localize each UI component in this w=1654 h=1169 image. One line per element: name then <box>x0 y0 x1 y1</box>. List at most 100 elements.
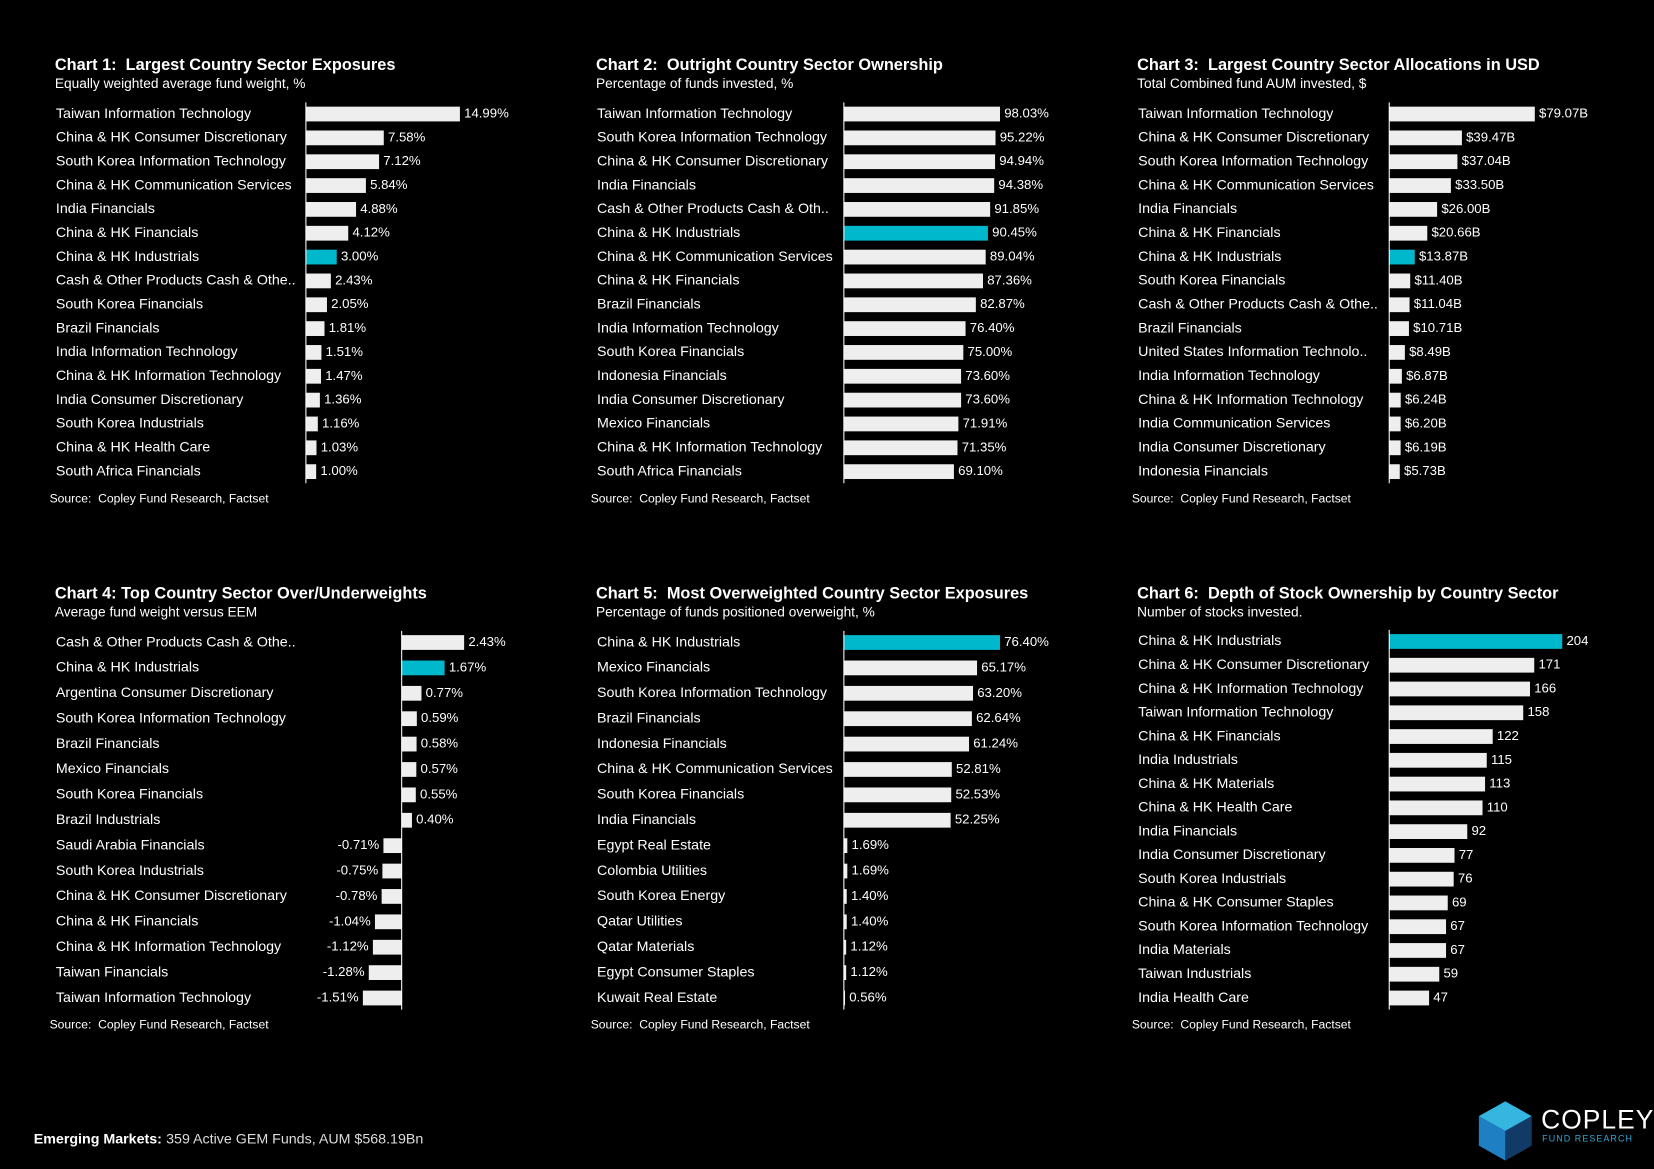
value-label: 0.59% <box>421 710 459 725</box>
chart-subtitle: Percentage of funds invested, % <box>596 76 793 91</box>
category-label: China & HK Consumer Discretionary <box>1138 130 1370 146</box>
value-label: $8.49B <box>1409 344 1451 359</box>
category-label: Brazil Financials <box>597 710 701 726</box>
value-label: 171 <box>1538 657 1560 672</box>
category-label: India Consumer Discretionary <box>1138 440 1326 456</box>
value-label: 89.04% <box>990 249 1035 264</box>
category-label: Indonesia Financials <box>597 736 727 752</box>
bar <box>1389 895 1448 911</box>
bar <box>362 990 402 1006</box>
chart-panel: Chart 1: Largest Country Sector Exposure… <box>50 56 510 505</box>
bar <box>372 939 402 955</box>
category-label: Taiwan Information Technology <box>56 990 252 1006</box>
category-label: China & HK Consumer Discretionary <box>56 888 288 904</box>
category-label: China & HK Industrials <box>1138 249 1281 265</box>
value-label: 1.12% <box>850 964 888 979</box>
bar <box>1389 705 1524 721</box>
bar <box>1389 634 1563 649</box>
category-label: India Financials <box>597 177 696 193</box>
chart-source: Source: Copley Fund Research, Factset <box>591 1018 811 1032</box>
value-label: $13.87B <box>1419 249 1468 264</box>
value-label: 52.25% <box>955 812 1000 827</box>
chart-title: Chart 6: Depth of Stock Ownership by Cou… <box>1137 584 1559 602</box>
value-label: 0.57% <box>421 761 459 776</box>
chart-title: Chart 1: Largest Country Sector Exposure… <box>55 56 396 74</box>
bar <box>1389 752 1487 768</box>
category-label: South Korea Financials <box>597 344 744 360</box>
bar <box>401 660 445 676</box>
bar <box>843 736 970 752</box>
value-label: $11.40B <box>1414 272 1462 287</box>
footer-label: Emerging Markets: <box>34 1131 162 1147</box>
bar <box>843 345 964 360</box>
bar <box>1389 225 1428 241</box>
chart-title: Chart 3: Largest Country Sector Allocati… <box>1137 56 1540 74</box>
category-label: South Korea Financials <box>56 787 203 803</box>
category-label: Mexico Financials <box>597 416 710 432</box>
bar <box>843 914 847 930</box>
bar <box>843 787 952 803</box>
value-label: 1.40% <box>851 888 889 903</box>
value-label: $33.50B <box>1455 177 1504 192</box>
bar <box>843 863 848 879</box>
category-label: China & HK Consumer Staples <box>1138 895 1333 911</box>
bar <box>843 939 847 955</box>
chart-subtitle: Percentage of funds positioned overweigh… <box>596 605 875 620</box>
value-label: -0.75% <box>336 863 378 878</box>
value-label: 5.84% <box>370 177 408 192</box>
bar <box>1389 178 1451 193</box>
value-label: 110 <box>1487 799 1508 814</box>
chart-panel: Chart 6: Depth of Stock Ownership by Cou… <box>1132 584 1589 1031</box>
category-label: China & HK Communication Services <box>56 177 292 193</box>
value-label: 73.60% <box>965 392 1010 407</box>
value-label: 52.53% <box>955 786 1000 801</box>
bar <box>305 273 331 289</box>
value-label: 7.12% <box>383 153 421 168</box>
value-label: 158 <box>1527 704 1549 719</box>
category-label: Argentina Consumer Discretionary <box>56 685 274 701</box>
value-label: 47 <box>1433 989 1448 1004</box>
category-label: India Materials <box>1138 942 1231 958</box>
bar <box>843 812 951 828</box>
category-label: China & HK Communication Services <box>597 761 833 777</box>
value-label: 61.24% <box>973 736 1018 751</box>
bar <box>843 392 962 408</box>
bar <box>1389 345 1405 360</box>
value-label: $20.66B <box>1431 225 1480 240</box>
chart-source: Source: Copley Fund Research, Factset <box>1132 1018 1352 1032</box>
category-label: India Information Technology <box>597 320 780 336</box>
value-label: 4.88% <box>360 201 398 216</box>
value-label: 2.05% <box>331 296 369 311</box>
bar <box>843 711 972 727</box>
value-label: 1.00% <box>320 463 358 478</box>
category-label: China & HK Information Technology <box>56 939 282 955</box>
bar <box>401 711 417 727</box>
value-label: 1.51% <box>326 344 364 359</box>
bar <box>383 838 402 854</box>
category-label: India Consumer Discretionary <box>1138 847 1326 863</box>
category-label: Colombia Utilities <box>597 863 707 879</box>
category-label: South Korea Information Technology <box>1138 918 1369 934</box>
bar <box>1389 464 1400 480</box>
bar <box>843 416 959 432</box>
category-label: South Korea Financials <box>597 787 744 803</box>
bar <box>305 130 384 146</box>
value-label: 115 <box>1491 752 1512 767</box>
value-label: $26.00B <box>1441 201 1490 216</box>
value-label: -0.71% <box>337 837 379 852</box>
bar <box>305 297 327 313</box>
category-label: Cash & Other Products Cash & Oth.. <box>597 201 829 217</box>
bar <box>843 965 847 980</box>
value-label: $5.73B <box>1404 463 1446 478</box>
bar <box>1389 943 1447 958</box>
category-label: South Korea Information Technology <box>56 710 287 726</box>
chart-subtitle: Total Combined fund AUM invested, $ <box>1137 76 1367 91</box>
category-label: India Financials <box>56 201 155 217</box>
category-label: China & HK Communication Services <box>1138 177 1374 193</box>
category-label: India Consumer Discretionary <box>56 392 244 408</box>
value-label: -0.78% <box>336 888 378 903</box>
value-label: $39.47B <box>1466 129 1515 144</box>
value-label: 91.85% <box>994 201 1039 216</box>
value-label: 1.12% <box>850 939 888 954</box>
bar <box>843 990 846 1006</box>
